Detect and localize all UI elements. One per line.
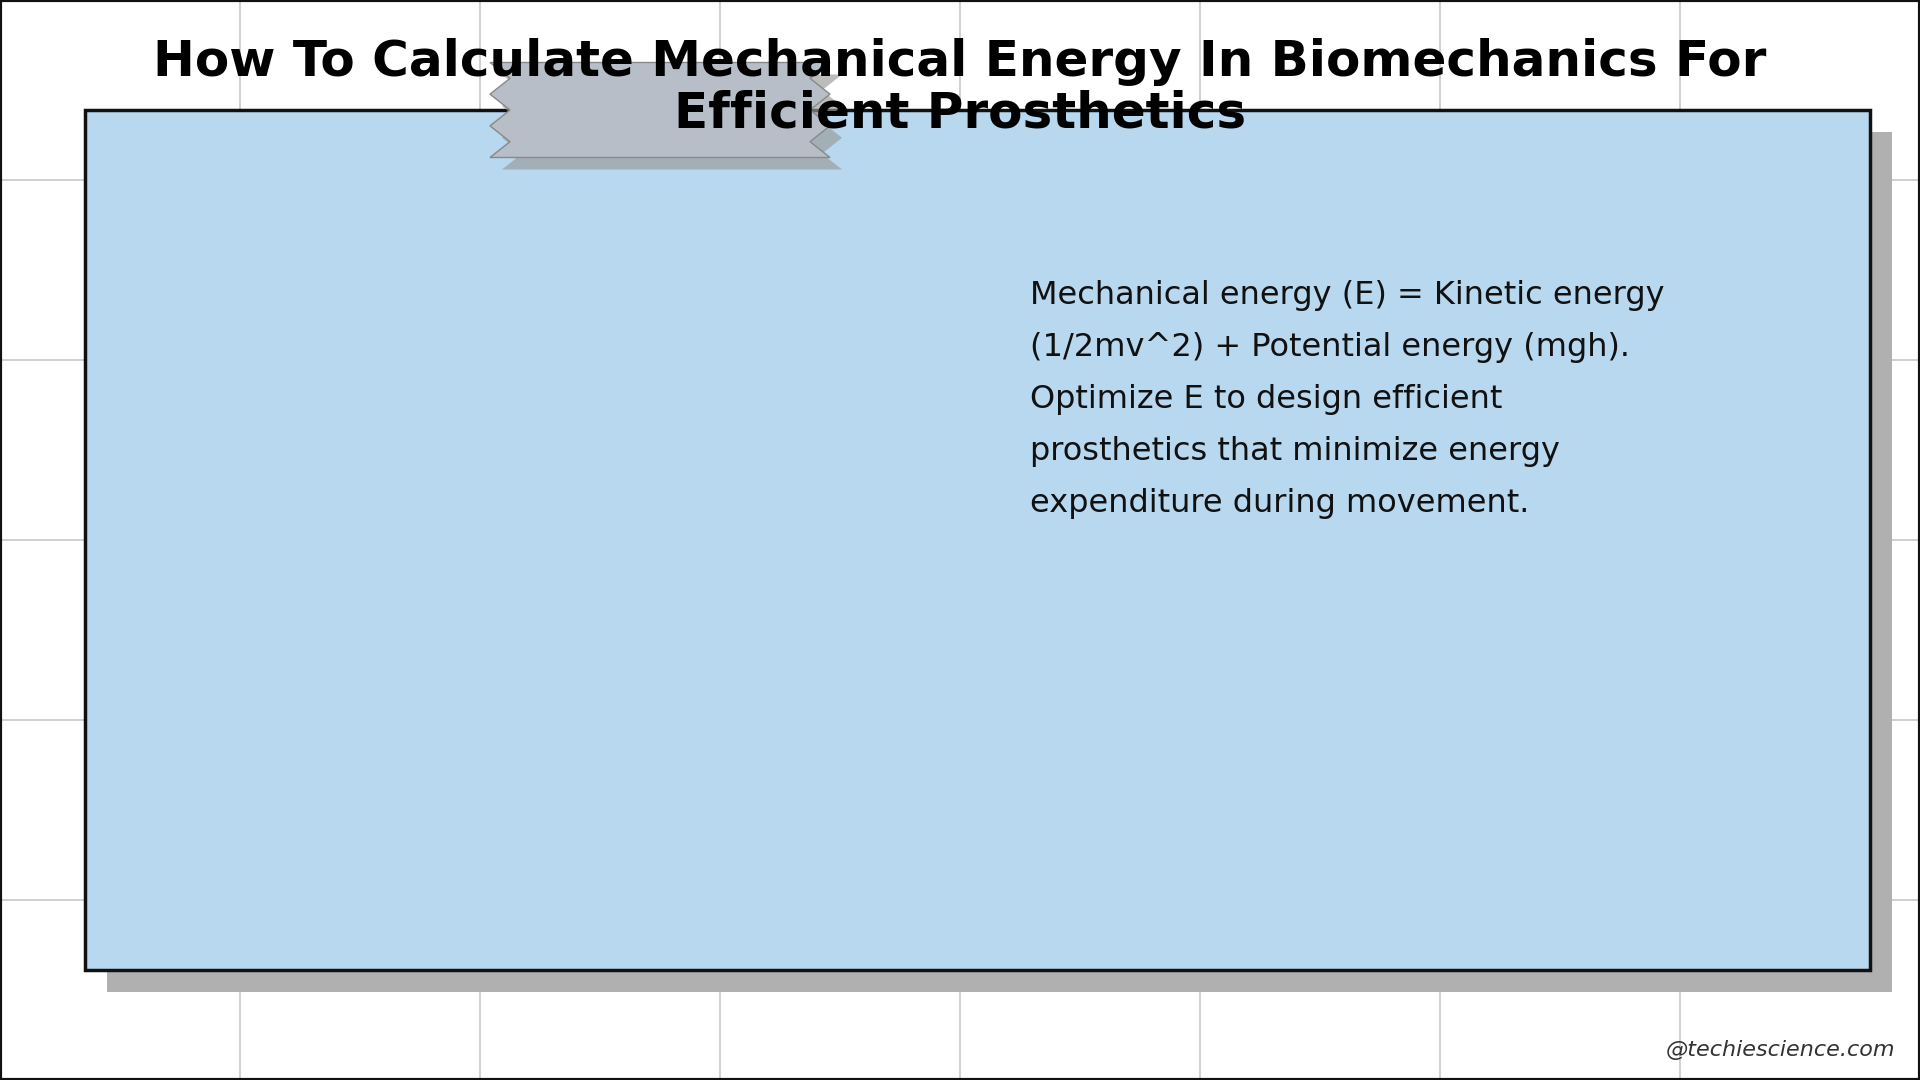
Polygon shape [490,63,829,158]
Text: How To Calculate Mechanical Energy In Biomechanics For: How To Calculate Mechanical Energy In Bi… [154,38,1766,86]
Text: expenditure during movement.: expenditure during movement. [1029,488,1530,519]
Text: Efficient Prosthetics: Efficient Prosthetics [674,90,1246,138]
Text: Mechanical energy (E) = Kinetic energy: Mechanical energy (E) = Kinetic energy [1029,280,1665,311]
Text: prosthetics that minimize energy: prosthetics that minimize energy [1029,436,1559,467]
Text: @techiescience.com: @techiescience.com [1665,1040,1895,1059]
Polygon shape [501,75,843,170]
Bar [84,110,1870,970]
Text: Optimize E to design efficient: Optimize E to design efficient [1029,384,1501,415]
Text: (1/2mv^2) + Potential energy (mgh).: (1/2mv^2) + Potential energy (mgh). [1029,332,1630,363]
Bar [108,132,1891,993]
